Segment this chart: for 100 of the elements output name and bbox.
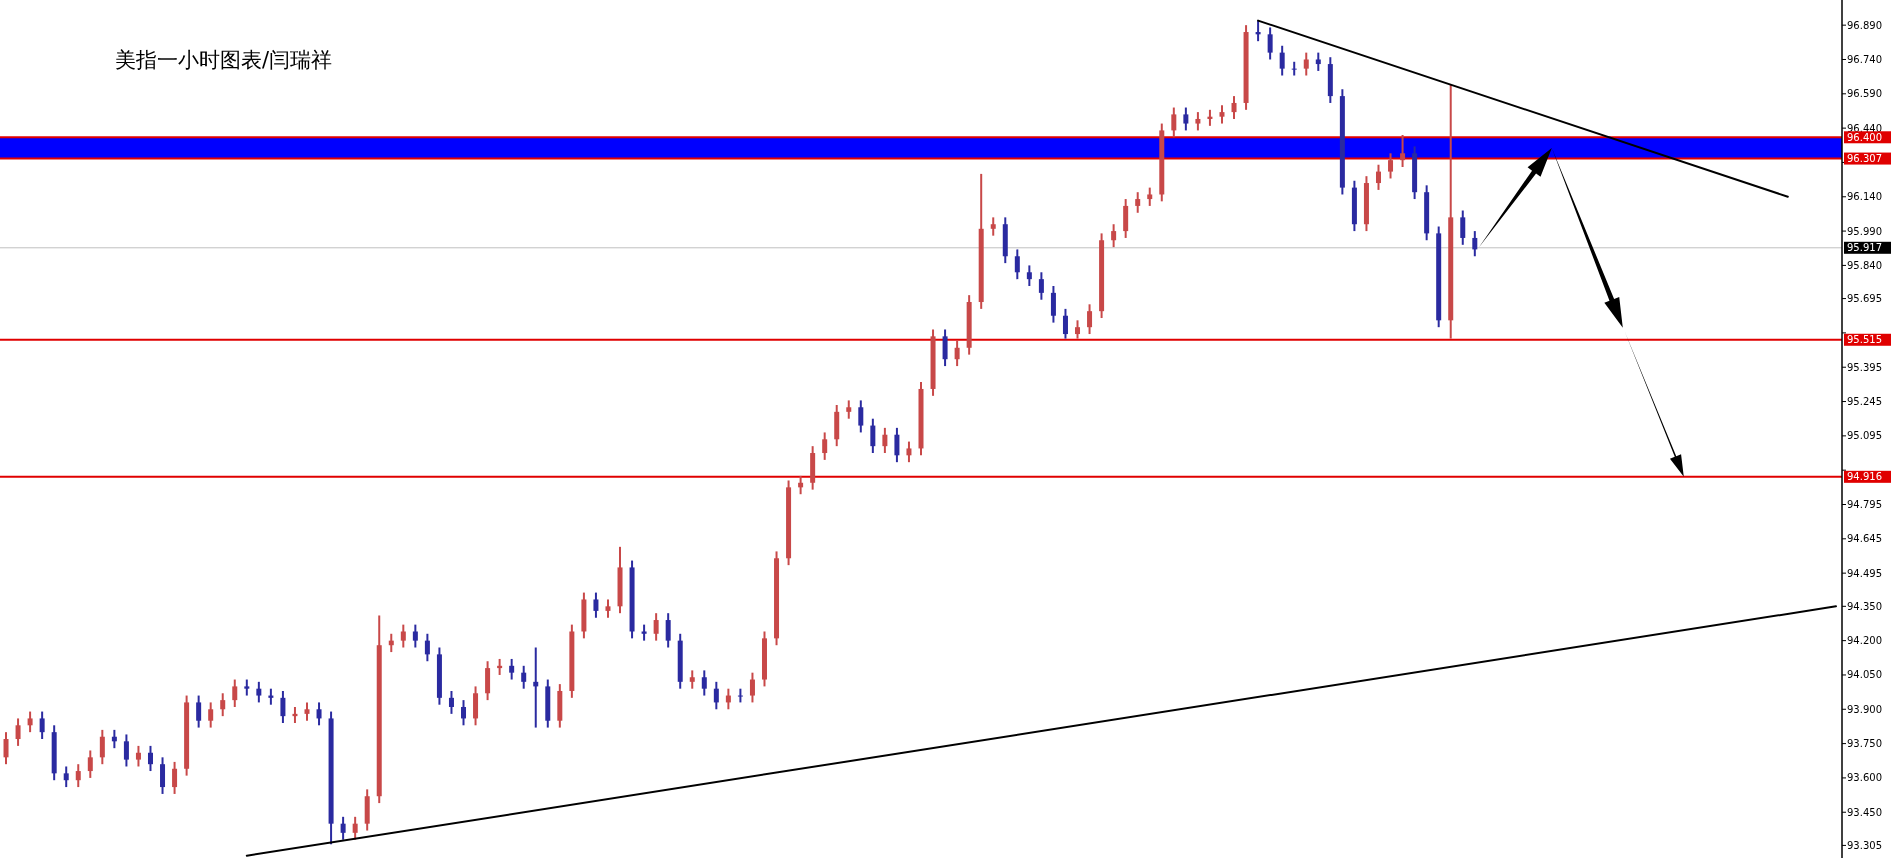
y-tick-label: 95.245 [1847, 396, 1882, 408]
candlestick [942, 328, 948, 368]
candlestick [87, 749, 93, 779]
candlestick [1038, 271, 1044, 301]
candlestick [352, 815, 358, 841]
candlestick [1087, 303, 1093, 336]
candlestick [448, 689, 454, 715]
candlestick [1255, 19, 1261, 43]
candlestick [1075, 319, 1081, 340]
candlestick [1279, 44, 1285, 77]
candlestick [1171, 106, 1177, 139]
candlestick [172, 760, 178, 795]
ref-line-label: 95.917 [1847, 242, 1882, 254]
candlestick [1014, 248, 1020, 281]
candlestick [689, 669, 695, 690]
candlestick [147, 744, 153, 773]
ref-line-label: 94.916 [1847, 471, 1882, 483]
candlestick [653, 612, 659, 642]
candlestick [1315, 51, 1321, 72]
candlestick [1400, 133, 1406, 169]
y-tick-label: 95.395 [1847, 361, 1882, 373]
candlestick [196, 694, 202, 729]
candlestick [882, 426, 888, 455]
candlestick [749, 671, 755, 704]
y-tick-label: 95.095 [1847, 430, 1882, 442]
ref-line-label: 95.515 [1847, 334, 1882, 346]
candlestick [1050, 285, 1056, 324]
candlestick [858, 399, 864, 434]
ref-line-label: 96.400 [1847, 131, 1882, 143]
candlestick [1231, 95, 1237, 120]
candlestick [63, 765, 69, 789]
candlestick [1303, 51, 1309, 77]
candlestick [1375, 163, 1381, 191]
candlestick [135, 744, 141, 768]
candlestick [461, 699, 467, 727]
candlestick [1195, 111, 1201, 132]
text: 美指一小时图表/闫瑞祥 [115, 48, 333, 73]
candlestick [846, 399, 852, 420]
ref-line-label: 96.307 [1847, 153, 1882, 165]
y-tick-label: 93.900 [1847, 703, 1882, 715]
y-tick-label: 93.750 [1847, 738, 1882, 750]
candlestick [220, 692, 226, 718]
y-tick-label: 95.840 [1847, 259, 1882, 271]
candlestick [870, 417, 876, 455]
candlestick [713, 680, 719, 711]
candlestick [412, 623, 418, 649]
candlestick [280, 689, 286, 725]
candlestick [1183, 106, 1189, 132]
candlestick [521, 664, 527, 690]
y-tick-label: 93.600 [1847, 772, 1882, 784]
candlestick [256, 680, 262, 704]
candlestick [605, 598, 611, 619]
y-tick-label: 94.495 [1847, 567, 1882, 579]
candlestick [27, 710, 33, 734]
candlestick [906, 440, 912, 464]
candlestick [822, 431, 828, 461]
candlestick [701, 669, 707, 697]
candlestick [593, 591, 599, 619]
candlestick [3, 731, 9, 766]
candlestick [1472, 230, 1478, 258]
y-tick-label: 94.200 [1847, 635, 1882, 647]
candlestick [232, 678, 238, 708]
candlestick [400, 623, 406, 649]
candlestick [75, 763, 81, 789]
y-tick-label: 96.440 [1847, 122, 1882, 134]
y-tick-label: 96.590 [1847, 88, 1882, 100]
y-tick-label: 95.990 [1847, 225, 1882, 237]
candlestick [509, 657, 515, 681]
candlestick [1291, 60, 1297, 77]
candlestick [208, 701, 214, 729]
candlestick [894, 426, 900, 464]
candlestick [123, 733, 129, 768]
y-tick-label: 94.645 [1847, 533, 1882, 545]
y-tick-label: 96.740 [1847, 53, 1882, 65]
candlestick [990, 216, 996, 237]
y-tick-label: 95.695 [1847, 293, 1882, 305]
y-tick-label: 93.305 [1847, 839, 1882, 851]
candlestick [15, 717, 21, 747]
candlestick [1460, 209, 1466, 246]
candlestick [1147, 186, 1153, 207]
candlestick [1219, 104, 1225, 125]
candlestick [316, 701, 322, 727]
candlestick [665, 612, 671, 649]
y-tick-label: 96.890 [1847, 19, 1882, 31]
candlestick [160, 756, 166, 795]
candlestick [1267, 26, 1273, 61]
y-tick-label: 94.350 [1847, 600, 1882, 612]
candlestick [1135, 191, 1141, 214]
candlestick [99, 728, 105, 766]
y-tick-label: 94.050 [1847, 669, 1882, 681]
candlestick [954, 339, 960, 368]
candlestick [39, 710, 45, 741]
candlestick [304, 701, 310, 722]
candlestick [1026, 264, 1032, 287]
candlestick [1388, 152, 1394, 180]
y-tick-label: 94.795 [1847, 499, 1882, 510]
y-tick-label: 93.450 [1847, 806, 1882, 818]
y-tick-label: 96.140 [1847, 191, 1882, 203]
candlestick [340, 815, 346, 841]
candlestick [1111, 223, 1117, 249]
